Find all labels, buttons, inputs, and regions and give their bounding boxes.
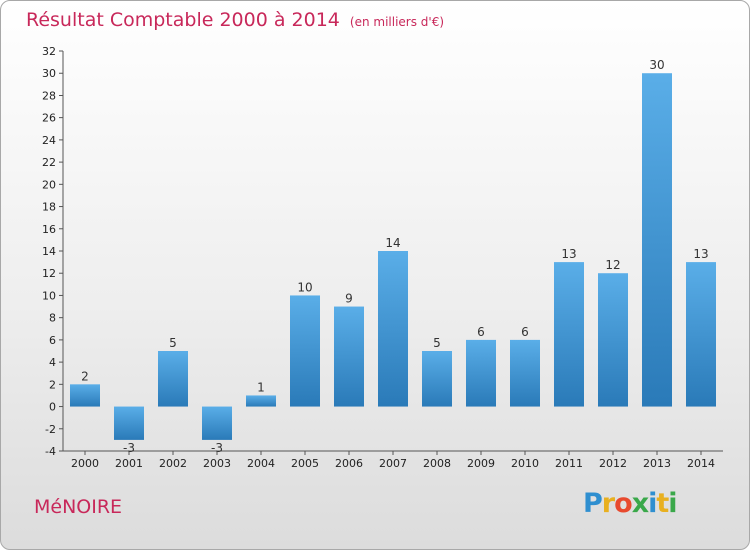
bar-2000 bbox=[70, 384, 100, 407]
bar-2008 bbox=[422, 351, 452, 407]
bar-2005 bbox=[290, 295, 320, 407]
data-label-2013: 30 bbox=[649, 58, 664, 72]
x-tick-label: 2007 bbox=[379, 457, 407, 470]
data-label-2014: 13 bbox=[693, 247, 708, 261]
data-label-2011: 13 bbox=[561, 247, 576, 261]
y-tick-label: 16 bbox=[42, 223, 56, 236]
x-tick-label: 2002 bbox=[159, 457, 187, 470]
y-tick-label: -4 bbox=[45, 445, 56, 458]
y-tick-label: -2 bbox=[45, 423, 56, 436]
x-tick-label: 2006 bbox=[335, 457, 363, 470]
y-tick-label: 10 bbox=[42, 289, 56, 302]
x-tick-label: 2014 bbox=[687, 457, 715, 470]
data-label-2002: 5 bbox=[169, 336, 177, 350]
data-label-2005: 10 bbox=[297, 280, 312, 294]
y-tick-label: 12 bbox=[42, 267, 56, 280]
y-tick-label: 32 bbox=[42, 45, 56, 58]
data-label-2010: 6 bbox=[521, 325, 529, 339]
y-tick-label: 28 bbox=[42, 89, 56, 102]
y-tick-label: 30 bbox=[42, 67, 56, 80]
x-tick-label: 2012 bbox=[599, 457, 627, 470]
logo-letter: x bbox=[631, 488, 649, 519]
x-tick-label: 2010 bbox=[511, 457, 539, 470]
y-tick-label: 26 bbox=[42, 112, 56, 125]
logo-letter: t bbox=[656, 488, 669, 519]
y-tick-label: 0 bbox=[49, 401, 56, 414]
chart-title-unit: (en milliers d'€) bbox=[349, 15, 445, 29]
chart-title: Résultat Comptable 2000 à 2014 (en millie… bbox=[26, 9, 444, 31]
chart-bars bbox=[70, 73, 716, 440]
bar-2011 bbox=[554, 262, 584, 407]
data-label-2008: 5 bbox=[433, 336, 441, 350]
data-label-2001: -3 bbox=[123, 441, 135, 455]
y-tick-label: 2 bbox=[49, 378, 56, 391]
chart-title-main: Résultat Comptable 2000 à 2014 bbox=[26, 9, 340, 31]
x-tick-label: 2008 bbox=[423, 457, 451, 470]
logo-letter: i bbox=[668, 488, 677, 519]
data-label-2000: 2 bbox=[81, 369, 89, 383]
y-tick-label: 6 bbox=[49, 334, 56, 347]
logo-letter: r bbox=[601, 488, 615, 519]
bar-2003 bbox=[202, 406, 232, 440]
bar-2009 bbox=[466, 339, 496, 407]
y-tick-label: 20 bbox=[42, 178, 56, 191]
data-label-2006: 9 bbox=[345, 292, 353, 306]
logo-letter: P bbox=[583, 488, 603, 519]
logo-letter: i bbox=[648, 488, 657, 519]
x-tick-label: 2013 bbox=[643, 457, 671, 470]
x-tick-label: 2001 bbox=[115, 457, 143, 470]
bar-2001 bbox=[114, 406, 144, 440]
x-tick-label: 2009 bbox=[467, 457, 495, 470]
proxiti-logo: Proxiti bbox=[583, 488, 678, 519]
x-tick-label: 2000 bbox=[71, 457, 99, 470]
data-label-2004: 1 bbox=[257, 380, 265, 394]
data-label-2009: 6 bbox=[477, 325, 485, 339]
data-label-2003: -3 bbox=[211, 441, 223, 455]
chart-data-labels: 2 -3 5 -3 1 10 9 14 5 6 6 13 12 30 13 bbox=[81, 58, 708, 455]
x-tick-label: 2003 bbox=[203, 457, 231, 470]
x-tick-label: 2004 bbox=[247, 457, 275, 470]
bar-2007 bbox=[378, 251, 408, 407]
y-tick-label: 24 bbox=[42, 134, 56, 147]
y-tick-label: 8 bbox=[49, 312, 56, 325]
y-tick-label: 18 bbox=[42, 201, 56, 214]
x-tick-label: 2011 bbox=[555, 457, 583, 470]
bar-2013 bbox=[642, 73, 672, 407]
data-label-2012: 12 bbox=[605, 258, 620, 272]
bar-2002 bbox=[158, 351, 188, 407]
bar-2012 bbox=[598, 273, 628, 407]
bar-2004 bbox=[246, 395, 276, 407]
y-tick-label: 4 bbox=[49, 356, 56, 369]
y-tick-label: 14 bbox=[42, 245, 56, 258]
data-label-2007: 14 bbox=[385, 236, 400, 250]
bar-2014 bbox=[686, 262, 716, 407]
y-tick-label: 22 bbox=[42, 156, 56, 169]
bar-2006 bbox=[334, 306, 364, 407]
logo-letter: o bbox=[614, 488, 633, 519]
bar-2010 bbox=[510, 339, 540, 407]
commune-name: MéNOIRE bbox=[34, 496, 123, 518]
x-tick-label: 2005 bbox=[291, 457, 319, 470]
